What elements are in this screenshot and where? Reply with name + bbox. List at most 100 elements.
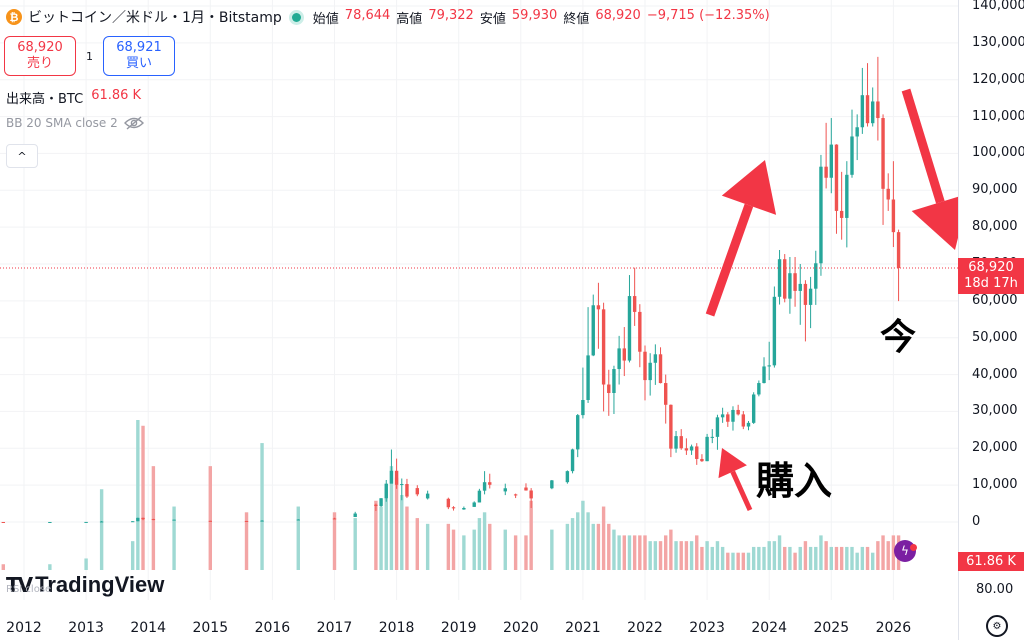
candle-body: [612, 369, 616, 393]
candle-body: [834, 144, 839, 211]
spread-value: 1: [86, 49, 93, 63]
bitcoin-icon: ₿: [6, 9, 22, 25]
volume-bar: [700, 546, 704, 570]
volume-bar: [451, 529, 456, 570]
ohlc-high-value: 79,322: [428, 7, 474, 23]
candle-body: [379, 498, 383, 506]
eye-off-icon[interactable]: [123, 116, 144, 130]
volume-bar: [783, 546, 787, 570]
price-axis[interactable]: [958, 0, 1024, 640]
volume-bar: [638, 535, 642, 570]
collapse-legend-button[interactable]: ^: [6, 144, 38, 168]
candle-body: [710, 436, 714, 438]
price-axis-tick: 140,000: [972, 0, 1024, 13]
rsi-axis-tick: 80.00: [976, 582, 1014, 597]
candle-body: [881, 118, 885, 189]
price-axis-tick: 60,000: [972, 292, 1018, 308]
candle-body: [601, 309, 606, 385]
volume-bar: [824, 541, 828, 570]
settings-gear-icon[interactable]: ⚙: [986, 615, 1008, 637]
candle-body: [751, 394, 756, 423]
candle-body: [829, 144, 833, 178]
candle-body: [674, 436, 678, 449]
volume-bar: [886, 541, 890, 570]
candle-body: [596, 305, 601, 310]
candle-body: [570, 449, 575, 472]
buy-button[interactable]: 68,921 買い: [103, 36, 175, 76]
volume-bar: [99, 489, 104, 570]
candle-body: [488, 482, 492, 485]
annotation-now: 今: [880, 317, 917, 358]
time-axis-tick: 2016: [254, 620, 291, 636]
candle-body: [658, 354, 663, 384]
volume-bar: [839, 546, 844, 570]
candle-body: [462, 507, 466, 510]
candle-body: [643, 351, 647, 381]
candle-body: [664, 383, 668, 405]
annotation-buy: 購入: [756, 459, 833, 503]
candle-body: [332, 518, 337, 520]
ohlc-open-label: 始値: [312, 11, 339, 27]
price-axis-tick: 20,000: [972, 440, 1018, 456]
candle-body: [581, 400, 585, 416]
volume-bar: [876, 541, 880, 570]
symbol-title[interactable]: ビットコイン／米ドル・1月・Bitstamp: [28, 10, 282, 26]
price-axis-tick: 0: [972, 514, 981, 529]
volume-legend[interactable]: 出来高・BTC 61.86 K: [6, 88, 141, 107]
candle-body: [384, 483, 388, 499]
arrow-buy-pointer-shaft: [730, 470, 753, 512]
candle-body: [141, 517, 145, 520]
volume-bar: [689, 541, 694, 570]
candle-body: [715, 417, 720, 437]
volume-bar: [1, 564, 5, 570]
volume-bar: [736, 552, 740, 570]
volume-bar: [741, 552, 746, 570]
volume-bar: [462, 535, 466, 570]
candle-body: [720, 414, 725, 418]
time-axis-tick: 2021: [565, 620, 601, 636]
candle-body: [374, 504, 378, 506]
candle-body: [746, 422, 751, 427]
candle-body: [565, 471, 570, 483]
candle-body: [819, 166, 823, 264]
volume-bar: [653, 541, 658, 570]
bollinger-legend[interactable]: BB 20 SMA close 2: [6, 116, 144, 130]
volume-bar: [819, 535, 823, 570]
candle-body: [99, 521, 104, 523]
volume-bar: [814, 546, 818, 570]
price-axis-tick: 110,000: [972, 108, 1024, 124]
volume-bar: [855, 552, 859, 570]
ohlc-close-value: 68,920: [595, 7, 641, 23]
volume-legend-label: 出来高・BTC: [6, 92, 84, 107]
sell-button[interactable]: 68,920 売り: [4, 36, 76, 76]
time-axis-tick: 2018: [378, 620, 415, 636]
volume-bar: [374, 500, 378, 570]
time-axis-tick: 2020: [502, 620, 539, 636]
volume-bar: [731, 552, 735, 570]
candle-body: [736, 409, 740, 415]
candle-body: [871, 101, 875, 124]
volume-bar: [674, 541, 678, 570]
arrow-up-trend-head: [721, 160, 777, 215]
volume-bar: [488, 523, 492, 570]
volume-bar: [829, 546, 833, 570]
volume-bar: [798, 546, 802, 570]
price-axis-tick: 100,000: [972, 145, 1024, 161]
volume-bar: [891, 535, 896, 570]
volume-bar: [596, 523, 601, 570]
volume-bar: [834, 546, 839, 570]
volume-bar: [622, 535, 626, 570]
sell-price: 68,920: [17, 40, 63, 55]
volume-bar: [244, 512, 249, 570]
time-axis-tick: 2023: [689, 620, 725, 636]
volume-bar: [679, 541, 683, 570]
volume-bar: [669, 529, 673, 570]
volume-bar: [808, 546, 813, 570]
arrow-down-trend-head: [911, 193, 970, 250]
price-axis-tick: 130,000: [972, 34, 1024, 50]
candle-body: [208, 520, 212, 522]
time-axis-tick: 2012: [6, 620, 42, 636]
candle-body: [622, 348, 626, 361]
volume-bar: [384, 489, 388, 570]
